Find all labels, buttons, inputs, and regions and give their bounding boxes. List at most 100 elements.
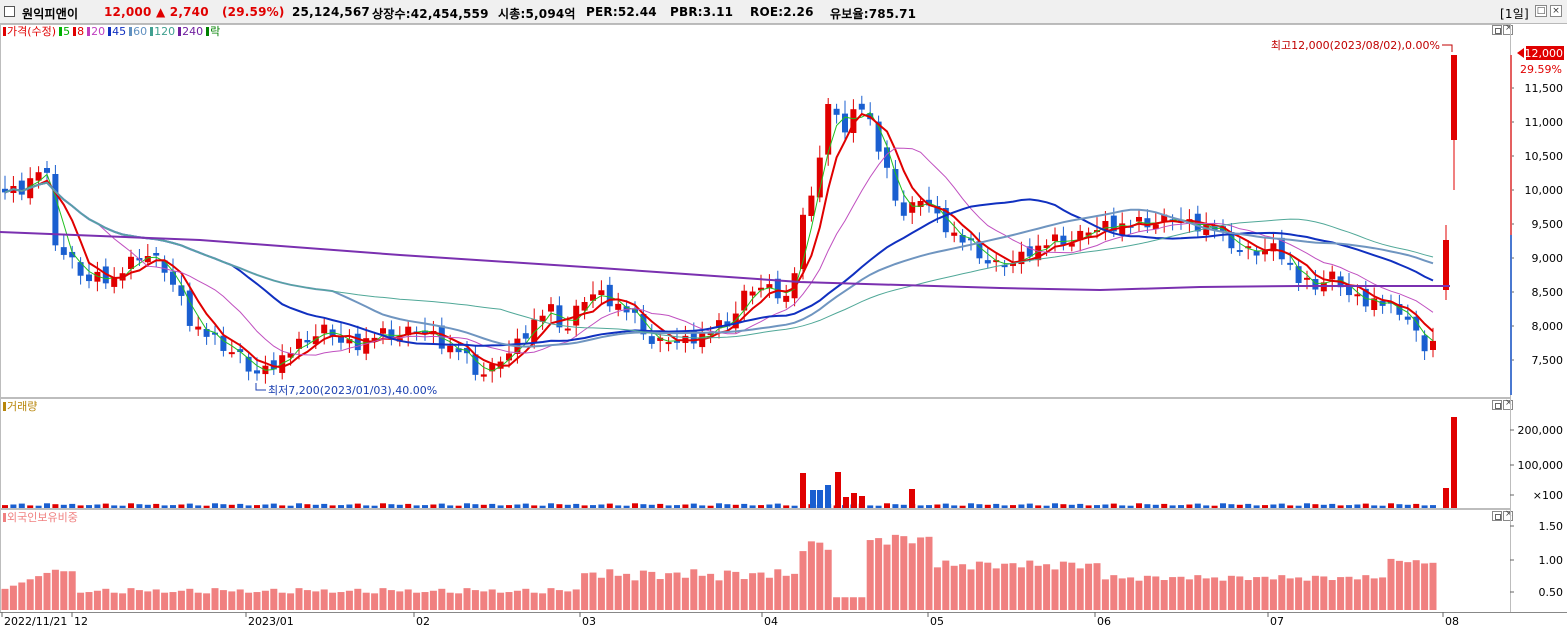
foreign-bar <box>1370 578 1378 610</box>
foreign-bar <box>581 573 589 610</box>
candle-body <box>1152 224 1159 230</box>
select-checkbox[interactable] <box>4 6 15 17</box>
volume-bar <box>1396 504 1403 508</box>
volume-bar <box>1337 505 1344 508</box>
foreign-bar <box>228 591 236 610</box>
candle-body <box>1001 264 1008 268</box>
volume-bar <box>581 505 588 508</box>
legend-item-1[interactable]: 5 <box>63 25 71 38</box>
foreign-bar <box>631 580 639 610</box>
foreign-bar <box>765 577 773 610</box>
legend-item-7[interactable]: 240 <box>182 25 204 38</box>
volume-bar <box>1136 503 1142 508</box>
volume-tick-label: ×100 <box>1533 489 1563 502</box>
foreign-tick-label: 1.00 <box>1539 554 1564 567</box>
last-price-label: 12,000 <box>1525 47 1564 60</box>
foreign-bar <box>438 588 446 610</box>
panel-close-icon[interactable] <box>1503 398 1513 410</box>
foreign-bar <box>1303 580 1311 610</box>
last-price-marker <box>1517 48 1524 58</box>
volume-bar <box>724 504 731 508</box>
candle-body <box>405 326 412 336</box>
volume-bar <box>10 504 17 508</box>
foreign-bar <box>1135 580 1143 610</box>
legend-item-3[interactable]: 20 <box>91 25 106 38</box>
volume-bar <box>1035 505 1042 508</box>
price-tick-label: 10,000 <box>1525 184 1564 197</box>
candle-body <box>825 104 832 155</box>
volume-bar <box>615 505 622 508</box>
volume-bar <box>262 504 269 508</box>
volume-bar <box>682 504 689 508</box>
foreign-bar <box>1295 577 1303 610</box>
panel-maximize-icon[interactable] <box>1492 400 1502 410</box>
panel-maximize-icon[interactable] <box>1492 511 1502 521</box>
candle-body <box>472 354 479 375</box>
candle-body <box>1354 294 1361 297</box>
volume-bar <box>438 503 445 508</box>
candle-body <box>1077 230 1084 241</box>
foreign-bar <box>1387 558 1395 610</box>
candle-body <box>556 305 563 328</box>
foreign-bar <box>1 588 9 610</box>
candle-body <box>783 295 790 302</box>
volume-bar <box>1152 504 1159 508</box>
candle-body <box>1396 304 1403 315</box>
legend-item-4[interactable]: 45 <box>112 25 127 38</box>
foreign-bar <box>900 536 908 610</box>
price-legend: 가격(수정) 5 8 20 45 60 120 240 락 <box>3 25 223 39</box>
volume-bar <box>632 503 638 508</box>
last-pct-label: 29.59% <box>1520 63 1562 76</box>
legend-item-0[interactable]: 가격(수정) <box>7 25 57 38</box>
foreign-bar <box>1194 575 1202 610</box>
candle-body <box>606 284 613 307</box>
volume-bar <box>279 505 286 508</box>
candle-body <box>455 348 462 353</box>
candle-body <box>296 338 302 349</box>
volume-bar-spike <box>835 472 841 508</box>
stock-name[interactable]: 원익피앤이 <box>22 7 79 21</box>
volume-bar <box>396 504 403 508</box>
foreign-bar <box>732 571 740 610</box>
candle-body <box>1228 232 1235 249</box>
foreign-bar <box>1353 579 1361 610</box>
volume-bar <box>892 504 899 508</box>
foreign-bar <box>194 592 202 610</box>
panel-close-icon[interactable] <box>1503 23 1513 35</box>
volume-bar-spike <box>1451 417 1457 508</box>
volume-bar <box>363 505 370 508</box>
panel-maximize-icon[interactable] <box>1492 25 1502 35</box>
legend-item-5[interactable]: 60 <box>133 25 148 38</box>
price-tick-label: 7,500 <box>1532 354 1564 367</box>
period-selector[interactable]: [1일] <box>1500 7 1529 21</box>
foreign-bar <box>60 571 68 610</box>
volume-bar <box>522 503 529 508</box>
volume-bar <box>321 503 328 508</box>
candle-body <box>161 260 168 273</box>
legend-marker <box>87 27 91 36</box>
volume-bar <box>984 504 991 508</box>
restore-icon[interactable]: □ <box>1535 5 1547 17</box>
legend-marker <box>3 27 6 36</box>
foreign-bar <box>345 590 353 610</box>
volume-bar <box>976 504 983 508</box>
close-icon[interactable]: × <box>1550 5 1562 17</box>
volume-bar <box>531 505 538 508</box>
x-tick-label: 03 <box>582 615 596 628</box>
volume-bar <box>1161 503 1168 508</box>
volume-bar <box>464 503 470 508</box>
legend-item-2[interactable]: 8 <box>77 25 85 38</box>
volume-bar-spike <box>851 493 857 508</box>
high-note: 최고12,000(2023/08/02),0.00% <box>1271 39 1440 52</box>
foreign-bar <box>354 588 362 610</box>
volume-bar <box>875 505 882 508</box>
volume-bar <box>371 505 378 508</box>
candle-body <box>480 374 487 377</box>
volume-bar <box>648 504 655 508</box>
legend-marker <box>3 402 6 411</box>
legend-item-8[interactable]: 락 <box>210 25 221 38</box>
foreign-bar <box>421 592 429 610</box>
legend-item-6[interactable]: 120 <box>154 25 176 38</box>
panel-close-icon[interactable] <box>1503 509 1513 521</box>
candle-body <box>548 304 554 312</box>
